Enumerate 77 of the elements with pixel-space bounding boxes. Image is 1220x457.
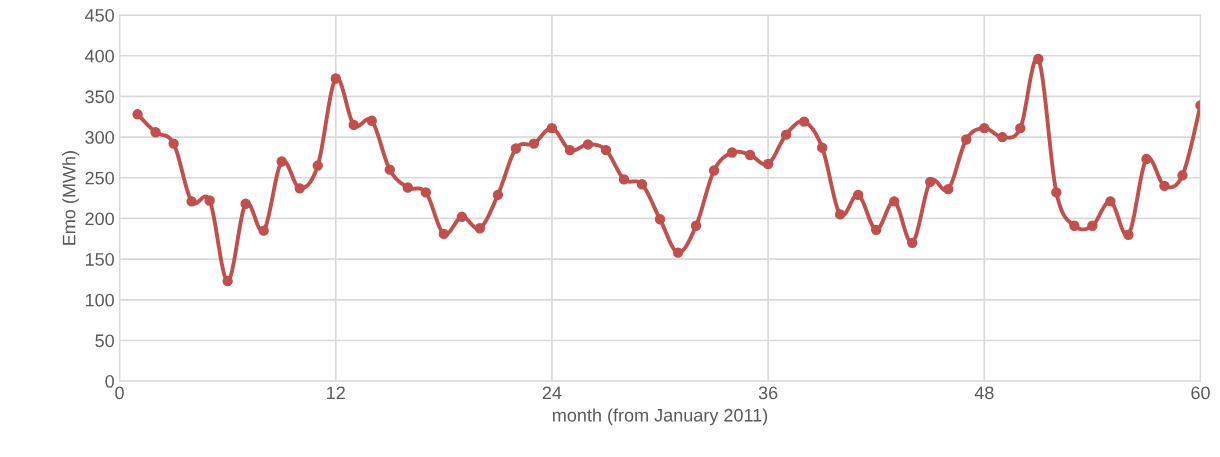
point: [168, 138, 179, 149]
y-tick-label: 150: [85, 253, 114, 266]
y-tick-label: 350: [85, 90, 114, 104]
x-tick-label: 48: [974, 386, 994, 400]
point: [870, 224, 882, 236]
y-tick-label: 250: [85, 171, 114, 185]
point: [546, 122, 558, 134]
point: [654, 214, 666, 225]
point: [1069, 220, 1080, 231]
point: [492, 189, 504, 201]
point: [204, 195, 215, 206]
point: [150, 127, 161, 138]
point: [690, 220, 702, 231]
point: [366, 115, 377, 127]
x-tick-label: 24: [542, 386, 562, 400]
point: [276, 156, 287, 167]
point: [240, 198, 251, 210]
point: [564, 144, 576, 156]
point: [1015, 122, 1026, 134]
point: [1105, 196, 1116, 207]
point: [132, 109, 143, 120]
point: [1087, 220, 1098, 231]
x-tick-label: 36: [758, 386, 778, 400]
point: [348, 119, 359, 131]
point: [816, 142, 828, 153]
x-axis-title: month (from January 2011): [553, 408, 768, 426]
point: [294, 183, 305, 194]
y-tick-label: 400: [84, 49, 114, 63]
point: [456, 211, 468, 223]
point: [438, 228, 450, 240]
point: [1123, 229, 1134, 240]
point: [852, 189, 864, 201]
point: [961, 134, 972, 145]
point: [708, 165, 720, 176]
point: [762, 158, 774, 170]
point: [780, 129, 792, 140]
point: [1177, 170, 1188, 181]
point: [834, 209, 846, 220]
y-tick-label: 100: [85, 293, 114, 307]
point: [798, 116, 810, 127]
point: [420, 187, 432, 198]
point: [618, 174, 630, 185]
y-tick-label: 200: [85, 212, 114, 226]
point: [997, 131, 1008, 143]
point: [600, 144, 612, 156]
point: [1051, 187, 1062, 198]
y-tick-label: 450: [84, 9, 114, 22]
point: [1159, 180, 1170, 192]
y-axis-title: Emo (MWh): [62, 151, 80, 245]
x-tick-label: 0: [115, 386, 124, 400]
point: [672, 247, 684, 258]
point: [907, 237, 918, 249]
point: [510, 143, 522, 154]
point: [186, 196, 197, 207]
point: [1141, 153, 1152, 165]
point: [582, 139, 594, 150]
point: [384, 164, 395, 175]
point: [312, 160, 323, 171]
point: [889, 196, 900, 207]
point: [636, 179, 648, 190]
point: [979, 122, 990, 134]
x-tick-label: 60: [1191, 386, 1210, 400]
point: [330, 73, 341, 84]
point: [222, 275, 233, 287]
point: [744, 149, 756, 161]
y-tick-label: 50: [95, 334, 114, 348]
point: [943, 183, 954, 195]
point: [1033, 53, 1044, 65]
y-tick-label: 0: [105, 375, 114, 388]
x-tick-label: 12: [327, 386, 345, 400]
point: [474, 222, 486, 234]
y-tick-label: 300: [85, 131, 114, 144]
point: [528, 138, 540, 149]
point: [258, 225, 269, 236]
point: [925, 176, 936, 188]
point: [402, 182, 414, 193]
point: [726, 147, 738, 158]
